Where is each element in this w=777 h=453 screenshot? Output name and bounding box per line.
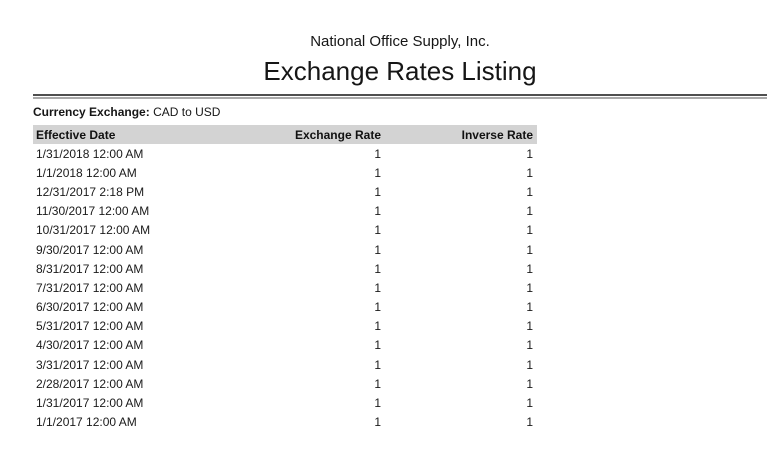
- exchange-rate-cell: 1: [374, 319, 381, 334]
- effective-date-cell: 5/31/2017 12:00 AM: [36, 319, 144, 334]
- page-title: Exchange Rates Listing: [263, 56, 537, 86]
- inverse-rate-cell: 1: [526, 146, 533, 161]
- table-row: 4/30/2017 12:00 AM 1 1: [33, 336, 537, 355]
- exchange-rate-cell: 1: [374, 357, 381, 372]
- effective-date-cell: 11/30/2017 12:00 AM: [36, 204, 150, 219]
- table-row: 10/31/2017 12:00 AM 1 1: [33, 221, 537, 240]
- header-divider: [33, 94, 767, 99]
- table-row: 1/31/2017 12:00 AM 1 1: [33, 393, 537, 412]
- exchange-rate-cell: 1: [374, 184, 381, 199]
- inverse-rate-cell: 1: [526, 319, 533, 334]
- effective-date-cell: 4/30/2017 12:00 AM: [36, 338, 144, 353]
- inverse-rate-cell: 1: [526, 184, 533, 199]
- exchange-rate-cell: 1: [374, 146, 381, 161]
- exchange-rate-cell: 1: [374, 300, 381, 315]
- table-header-row: Effective Date Exchange Rate Inverse Rat…: [33, 125, 537, 144]
- report-content: National Office Supply, Inc. Exchange Ra…: [33, 0, 767, 432]
- currency-exchange-filter: Currency Exchange: CAD to USD: [33, 105, 767, 120]
- effective-date-cell: 12/31/2017 2:18 PM: [36, 184, 145, 199]
- table-row: 9/30/2017 12:00 AM 1 1: [33, 240, 537, 259]
- inverse-rate-cell: 1: [526, 415, 533, 430]
- exchange-rate-cell: 1: [374, 242, 381, 257]
- column-header-effective-date: Effective Date: [33, 125, 233, 144]
- column-header-exchange-rate: Exchange Rate: [233, 125, 385, 144]
- exchange-rate-cell: 1: [374, 223, 381, 238]
- table-row: 1/1/2018 12:00 AM 1 1: [33, 163, 537, 182]
- column-header-inverse-rate: Inverse Rate: [385, 125, 537, 144]
- table-row: 2/28/2017 12:00 AM 1 1: [33, 374, 537, 393]
- table-body: 1/31/2018 12:00 AM 1 1 1/1/2018 12:00 AM 1 1 1…: [33, 144, 537, 432]
- effective-date-cell: 2/28/2017 12:00 AM: [36, 376, 144, 391]
- table-row: 11/30/2017 12:00 AM 1 1: [33, 202, 537, 221]
- effective-date-cell: 1/31/2017 12:00 AM: [36, 396, 144, 411]
- effective-date-cell: 7/31/2017 12:00 AM: [36, 280, 144, 295]
- effective-date-cell: 3/31/2017 12:00 AM: [36, 357, 144, 372]
- inverse-rate-cell: 1: [526, 261, 533, 276]
- inverse-rate-cell: 1: [526, 204, 533, 219]
- filter-label: Currency Exchange:: [33, 105, 150, 119]
- table-row: 12/31/2017 2:18 PM 1 1: [33, 182, 537, 201]
- inverse-rate-cell: 1: [526, 300, 533, 315]
- inverse-rate-cell: 1: [526, 357, 533, 372]
- effective-date-cell: 8/31/2017 12:00 AM: [36, 261, 144, 276]
- inverse-rate-cell: 1: [526, 376, 533, 391]
- effective-date-cell: 1/1/2018 12:00 AM: [36, 165, 137, 180]
- table-row: 6/30/2017 12:00 AM 1 1: [33, 298, 537, 317]
- table-row: 7/31/2017 12:00 AM 1 1: [33, 278, 537, 297]
- effective-date-cell: 1/31/2018 12:00 AM: [36, 146, 144, 161]
- exchange-rate-cell: 1: [374, 165, 381, 180]
- table-row: 8/31/2017 12:00 AM 1 1: [33, 259, 537, 278]
- effective-date-cell: 9/30/2017 12:00 AM: [36, 242, 144, 257]
- inverse-rate-cell: 1: [526, 242, 533, 257]
- filter-value: CAD to USD: [153, 105, 221, 119]
- table-row: 3/31/2017 12:00 AM 1 1: [33, 355, 537, 374]
- effective-date-cell: 1/1/2017 12:00 AM: [36, 415, 137, 430]
- table-row: 1/1/2017 12:00 AM 1 1: [33, 413, 537, 432]
- inverse-rate-cell: 1: [526, 165, 533, 180]
- inverse-rate-cell: 1: [526, 338, 533, 353]
- table-row: 1/31/2018 12:00 AM 1 1: [33, 144, 537, 163]
- inverse-rate-cell: 1: [526, 280, 533, 295]
- exchange-rate-cell: 1: [374, 415, 381, 430]
- exchange-rate-cell: 1: [374, 261, 381, 276]
- exchange-rate-cell: 1: [374, 204, 381, 219]
- table-row: 5/31/2017 12:00 AM 1 1: [33, 317, 537, 336]
- exchange-rate-cell: 1: [374, 280, 381, 295]
- company-name: National Office Supply, Inc.: [310, 33, 490, 50]
- inverse-rate-cell: 1: [526, 396, 533, 411]
- effective-date-cell: 6/30/2017 12:00 AM: [36, 300, 144, 315]
- exchange-rate-cell: 1: [374, 376, 381, 391]
- exchange-rate-cell: 1: [374, 396, 381, 411]
- exchange-rates-table: Effective Date Exchange Rate Inverse Rat…: [33, 125, 537, 432]
- inverse-rate-cell: 1: [526, 223, 533, 238]
- effective-date-cell: 10/31/2017 12:00 AM: [36, 223, 151, 238]
- exchange-rate-cell: 1: [374, 338, 381, 353]
